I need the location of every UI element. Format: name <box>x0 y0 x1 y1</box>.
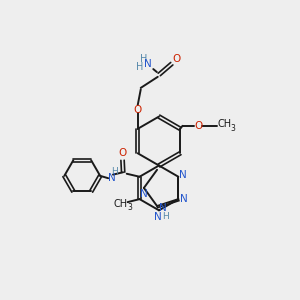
Text: N: N <box>140 189 148 199</box>
Text: CH: CH <box>217 119 231 129</box>
Text: O: O <box>172 54 181 64</box>
Text: H: H <box>140 54 147 64</box>
Text: N: N <box>179 170 187 180</box>
Text: O: O <box>134 105 142 115</box>
Text: N: N <box>159 202 166 212</box>
Text: O: O <box>194 121 202 131</box>
Text: 3: 3 <box>128 203 132 212</box>
Text: H: H <box>111 167 118 176</box>
Text: H: H <box>162 212 169 221</box>
Text: N: N <box>154 212 162 222</box>
Text: N: N <box>180 194 188 204</box>
Text: CH: CH <box>114 199 128 208</box>
Text: H: H <box>136 62 143 72</box>
Text: N: N <box>108 173 116 183</box>
Text: 3: 3 <box>231 124 236 133</box>
Text: N: N <box>144 59 152 69</box>
Text: O: O <box>118 148 127 158</box>
